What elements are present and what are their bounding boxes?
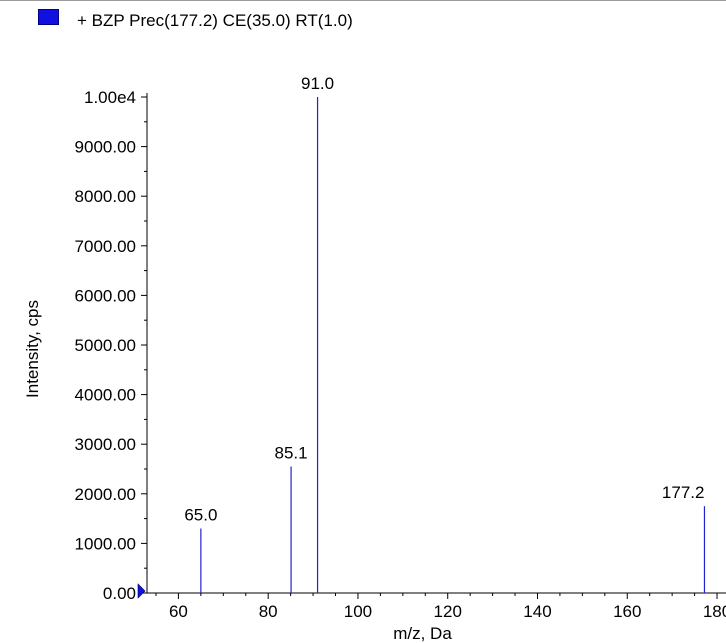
peak-label: 91.0 [301, 74, 334, 93]
peak-label: 177.2 [662, 483, 705, 502]
y-tick-label: 2000.00 [75, 485, 136, 504]
top-border [0, 0, 726, 1]
x-tick-label: 140 [523, 602, 551, 621]
y-tick-label: 6000.00 [75, 286, 136, 305]
x-tick-label: 160 [613, 602, 641, 621]
chart-marks: 65.0 85.1 91.0 177.2 [184, 74, 706, 593]
x-tick-label: 180 [703, 602, 726, 621]
axes: 0.00 1000.00 2000.00 3000.00 4000.00 5000.00 6… [23, 88, 726, 643]
legend-label: + BZP Prec(177.2) CE(35.0) RT(1.0) [77, 11, 353, 30]
origin-marker-icon [137, 583, 146, 599]
legend: + BZP Prec(177.2) CE(35.0) RT(1.0) [38, 9, 353, 32]
y-tick-label: 1000.00 [75, 534, 136, 553]
y-tick-label: 7000.00 [75, 237, 136, 256]
x-tick-label: 60 [169, 602, 188, 621]
peak-label: 65.0 [184, 506, 217, 525]
x-tick-label: 120 [434, 602, 462, 621]
x-tick-label: 100 [344, 602, 372, 621]
y-tick-label: 3000.00 [75, 435, 136, 454]
y-tick-label: 5000.00 [75, 336, 136, 355]
x-axis-title: m/z, Da [393, 624, 452, 643]
y-tick-label: 9000.00 [75, 138, 136, 157]
y-tick-label: 1.00e4 [84, 88, 136, 107]
legend-swatch [38, 9, 59, 25]
y-tick-label: 8000.00 [75, 187, 136, 206]
peak-label: 85.1 [275, 444, 308, 463]
y-axis-title: Intensity, cps [23, 300, 42, 398]
y-tick-label: 4000.00 [75, 386, 136, 405]
y-tick-label: 0.00 [103, 584, 136, 603]
x-tick-label: 80 [259, 602, 278, 621]
